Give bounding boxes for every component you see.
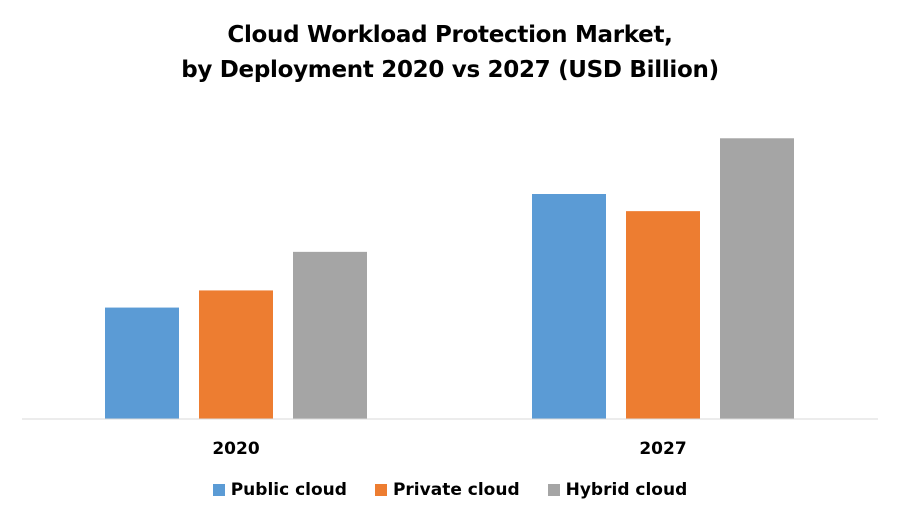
bar-private-cloud-2020 <box>199 290 273 419</box>
chart-title: Cloud Workload Protection Market, by Dep… <box>0 18 900 88</box>
x-tick-label-2027: 2027 <box>639 439 686 459</box>
bar-hybrid-cloud-2027 <box>720 138 794 420</box>
bar-public-cloud-2027 <box>532 194 606 419</box>
chart-title-line1: Cloud Workload Protection Market, <box>227 22 673 48</box>
legend-item-public-cloud[interactable]: Public cloud <box>212 480 347 500</box>
legend-item-private-cloud[interactable]: Private cloud <box>374 480 520 500</box>
legend-item-hybrid-cloud[interactable]: Hybrid cloud <box>547 480 688 500</box>
bar-public-cloud-2020 <box>105 307 179 419</box>
legend-swatch-public-cloud <box>212 484 225 496</box>
bar-chart: 2020 2027 <box>22 138 878 459</box>
legend-label-public-cloud: Public cloud <box>230 480 347 500</box>
legend-label-hybrid-cloud: Hybrid cloud <box>565 480 688 500</box>
legend-swatch-private-cloud <box>374 484 387 496</box>
x-tick-labels: 2020 2027 <box>212 439 686 459</box>
legend-label-private-cloud: Private cloud <box>392 480 520 500</box>
legend: Public cloud Private cloud Hybrid cloud <box>0 480 900 500</box>
legend-swatch-hybrid-cloud <box>547 484 560 496</box>
bar-hybrid-cloud-2020 <box>293 251 367 419</box>
x-tick-label-2020: 2020 <box>212 439 259 459</box>
chart-title-line2: by Deployment 2020 vs 2027 (USD Billion) <box>181 57 719 83</box>
bars-group <box>105 138 794 420</box>
bar-private-cloud-2027 <box>626 211 700 419</box>
